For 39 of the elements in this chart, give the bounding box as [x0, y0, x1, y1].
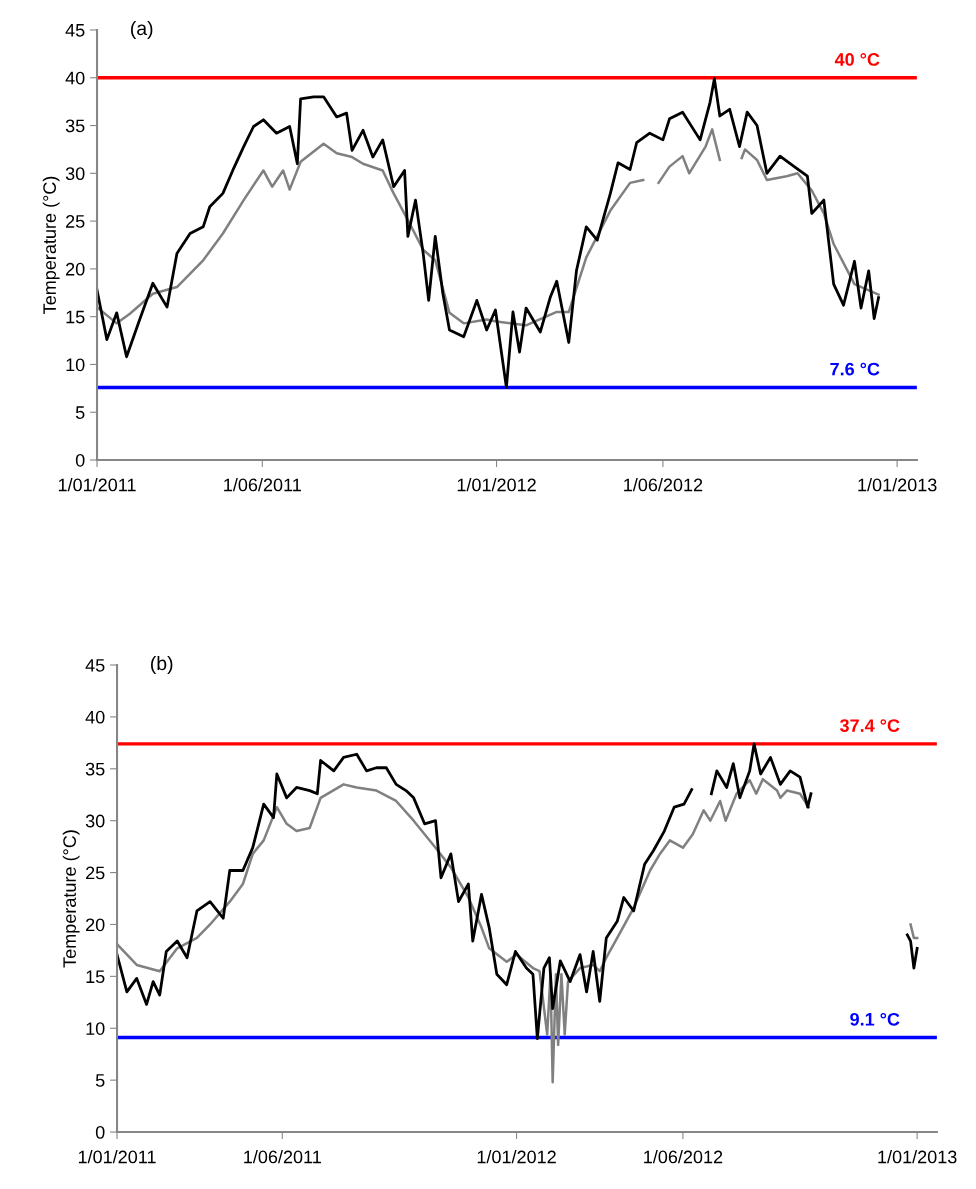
ref-line-label: 37.4 °C: [839, 719, 900, 733]
x-tick-label: 1/01/2012: [477, 1150, 556, 1164]
y-axis-title: Temperature (°C): [42, 176, 60, 314]
x-tick-label: 1/06/2011: [244, 1150, 321, 1164]
y-tick-label: 15: [66, 310, 85, 324]
x-tick-label: 1/06/2012: [624, 478, 703, 492]
y-tick-label: 35: [65, 119, 85, 133]
y-tick-label: 20: [86, 918, 105, 932]
y-tick-label: 25: [66, 215, 85, 228]
y-tick-label: 0: [75, 453, 85, 467]
y-tick-label: 10: [66, 358, 85, 372]
ref-line-label: 40 °C: [834, 53, 880, 66]
ref-line-label: 9.1 °C: [850, 1012, 900, 1026]
y-tick-label: 30: [65, 167, 85, 181]
y-tick-label: 45: [65, 24, 85, 37]
y-tick-label: 45: [85, 659, 105, 672]
y-tick-label: 0: [95, 1125, 105, 1139]
y-tick-label: 5: [95, 1074, 105, 1087]
y-tick-label: 35: [85, 762, 105, 776]
chart-title: (a): [131, 20, 153, 40]
x-tick-label: 1/01/2011: [58, 478, 136, 492]
y-tick-label: 30: [85, 814, 105, 828]
x-tick-label: 1/01/2011: [78, 1150, 156, 1164]
x-tick-label: 1/01/2012: [457, 478, 536, 492]
y-tick-label: 5: [75, 406, 85, 419]
y-tick-label: 20: [66, 262, 85, 276]
x-tick-label: 1/01/2013: [878, 1150, 957, 1164]
ref-line-label: 7.6 °C: [830, 362, 880, 376]
y-axis-title: Temperature (°C): [62, 830, 80, 968]
y-tick-label: 40: [65, 71, 85, 85]
y-tick-label: 40: [85, 710, 105, 724]
y-tick-label: 25: [86, 866, 105, 880]
line-series: [97, 77, 880, 389]
chart-title: (b): [151, 655, 173, 675]
x-tick-label: 1/06/2012: [644, 1150, 723, 1164]
y-tick-label: 10: [86, 1022, 105, 1035]
x-tick-label: 1/01/2013: [858, 478, 937, 492]
x-tick-label: 1/06/2011: [224, 478, 301, 492]
y-tick-label: 15: [86, 970, 105, 984]
